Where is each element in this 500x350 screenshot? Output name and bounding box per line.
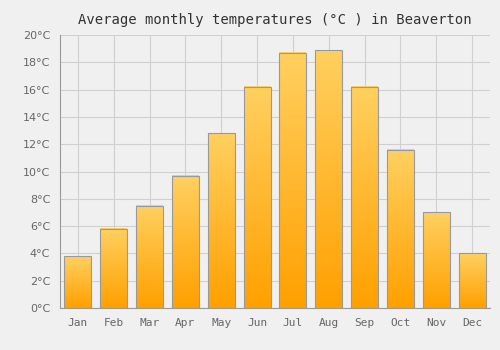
Bar xyxy=(64,256,92,308)
Bar xyxy=(172,176,199,308)
Bar xyxy=(100,229,127,308)
Bar xyxy=(280,53,306,308)
Bar xyxy=(208,133,234,308)
Bar xyxy=(387,150,414,308)
Bar xyxy=(136,206,163,308)
Bar xyxy=(423,212,450,308)
Bar xyxy=(458,253,485,308)
Bar xyxy=(351,87,378,308)
Title: Average monthly temperatures (°C ) in Beaverton: Average monthly temperatures (°C ) in Be… xyxy=(78,13,472,27)
Bar xyxy=(244,87,270,308)
Bar xyxy=(316,50,342,308)
